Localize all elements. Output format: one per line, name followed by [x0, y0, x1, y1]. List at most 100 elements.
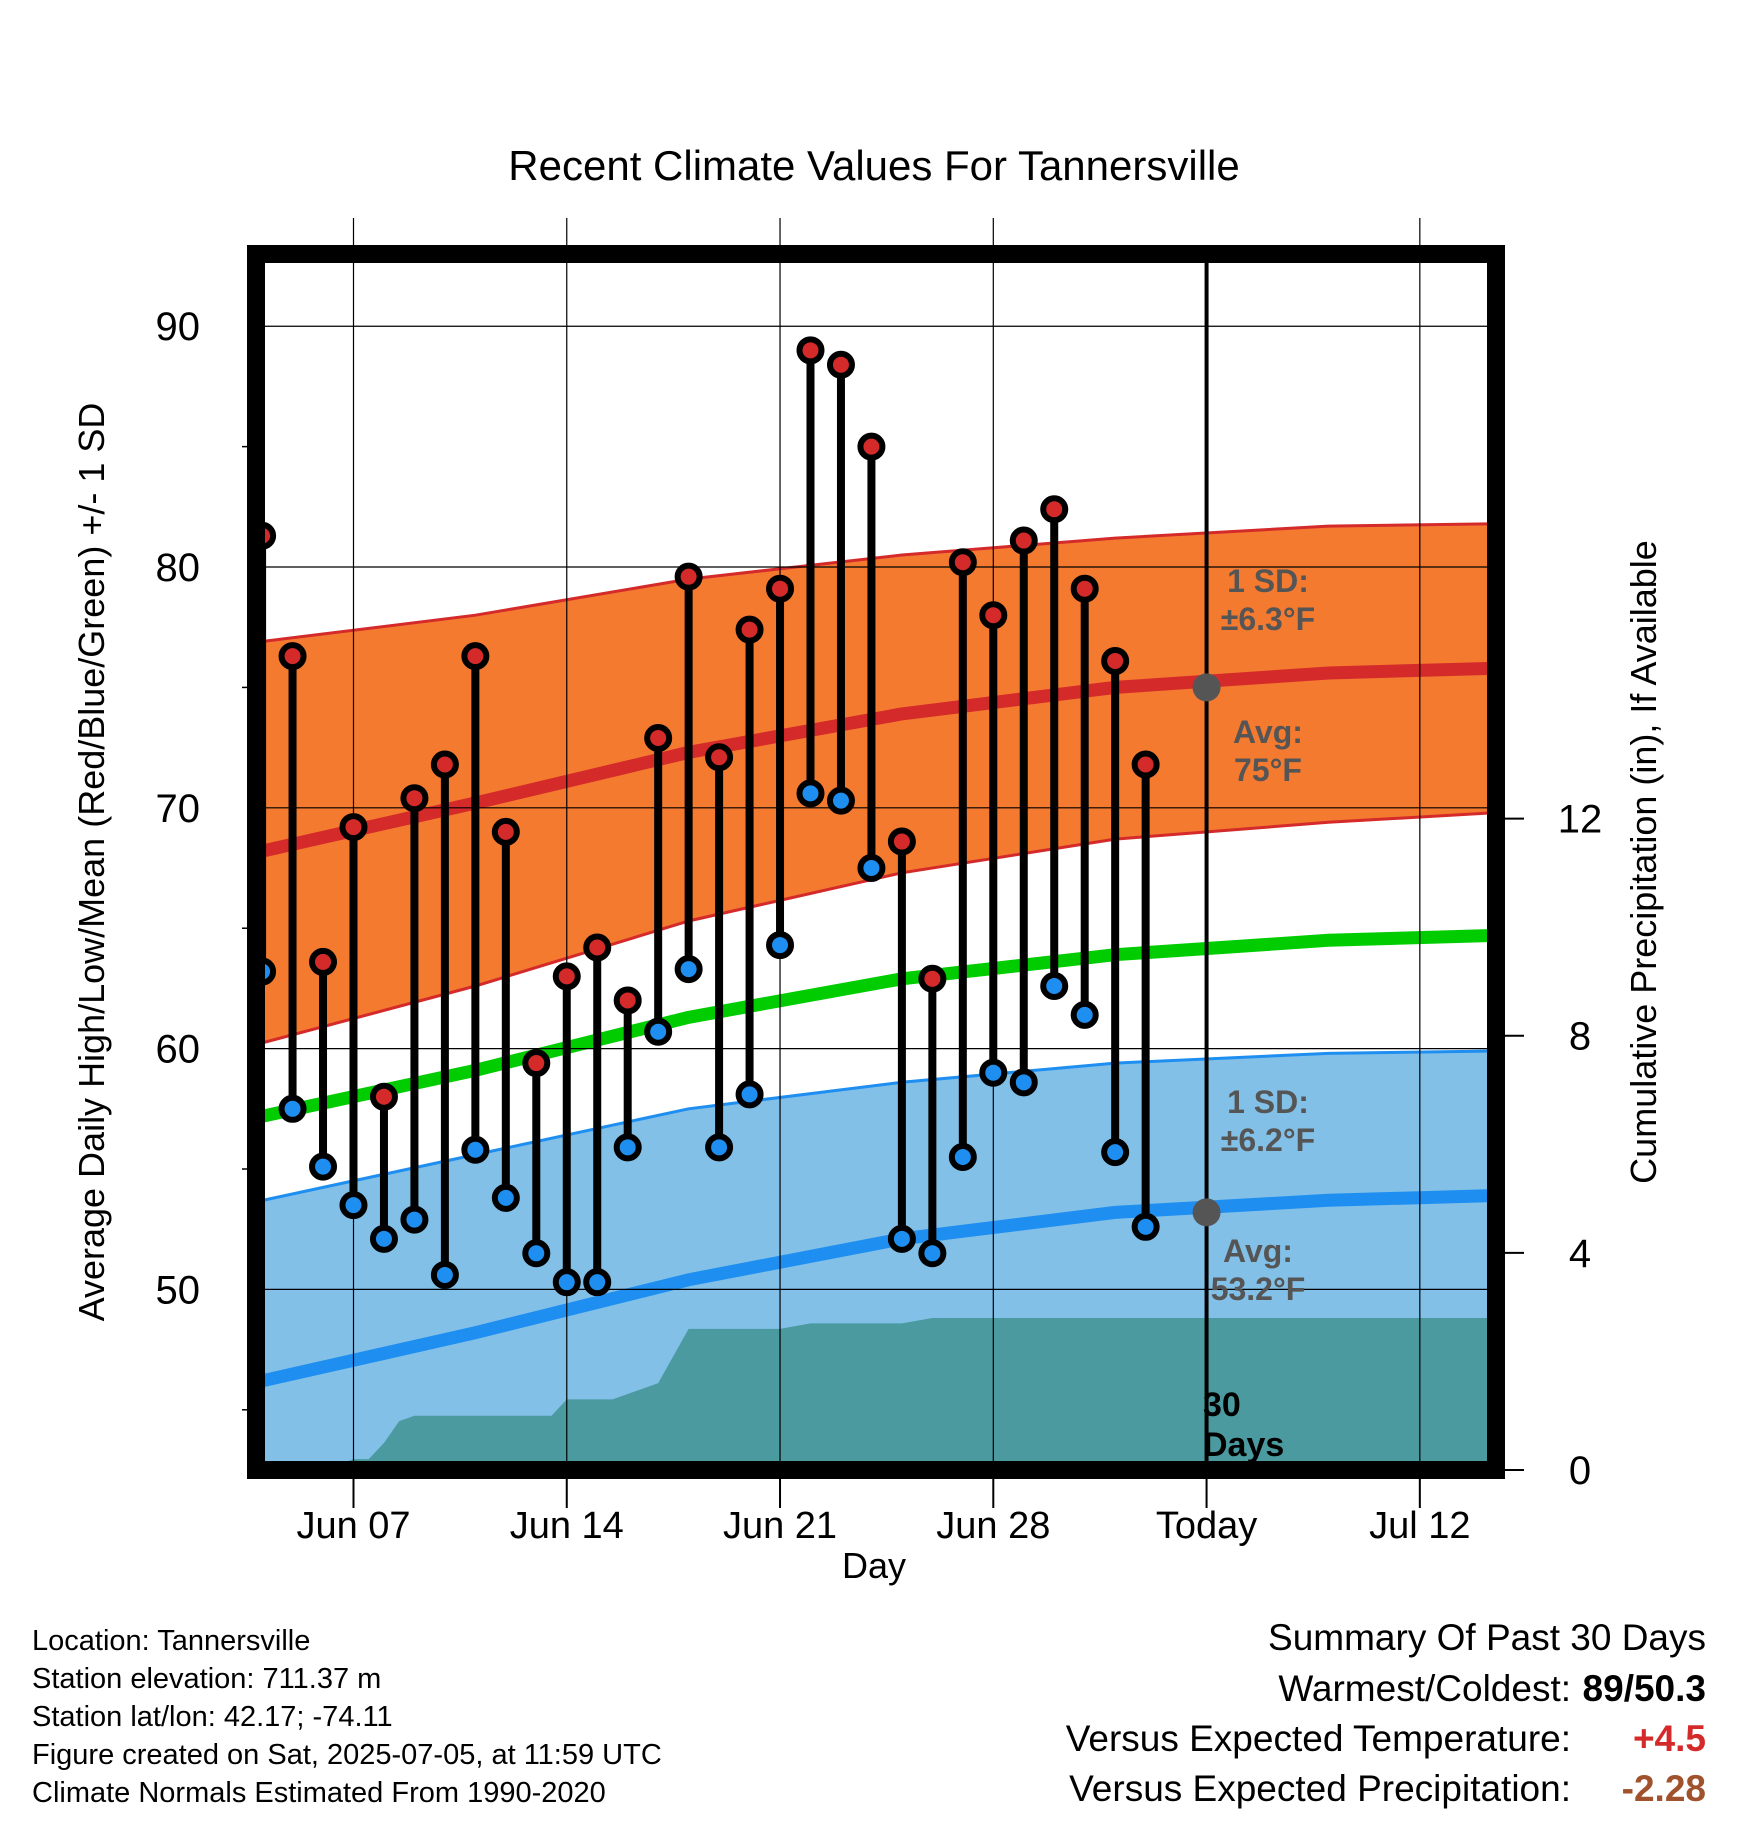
high-point [491, 817, 520, 846]
low-point [613, 1133, 642, 1162]
low-point [1070, 1000, 1099, 1029]
period-label: 30 Days [1203, 1386, 1284, 1464]
high-point [1009, 526, 1038, 555]
y-right-axis-label: Cumulative Precipitation (in), If Availa… [1623, 540, 1664, 1184]
high-point [1131, 750, 1160, 779]
high-sd-label: 1 SD: ±6.3°F [1221, 563, 1315, 637]
high-point [796, 336, 825, 365]
y-axis-label: Average Daily High/Low/Mean (Red/Blue/Gr… [71, 403, 112, 1322]
low-point [826, 786, 855, 815]
precip-anomaly-label: Versus Expected Precipitation: [1069, 1768, 1571, 1809]
x-tick-label: Today [1156, 1505, 1257, 1547]
low-point [1040, 972, 1069, 1001]
y-tick-label: 60 [156, 1028, 201, 1072]
high-point [826, 350, 855, 379]
low-sd-label: 1 SD: ±6.2°F [1221, 1084, 1315, 1158]
y-tick-label: 90 [156, 305, 201, 349]
high-point [339, 813, 368, 842]
location-text: Location: Tannersville [32, 1625, 311, 1657]
summary-panel: Summary Of Past 30 Days Warmest/Coldest:… [946, 1612, 1706, 1814]
low-point [887, 1224, 916, 1253]
low-point [948, 1142, 977, 1171]
low-point [278, 1094, 307, 1123]
precip-anomaly-value: -2.28 [1621, 1768, 1706, 1809]
high-point [400, 784, 429, 813]
summary-precip-row: Versus Expected Precipitation: -2.28 [946, 1764, 1706, 1814]
high-point [278, 642, 307, 671]
high-point [613, 986, 642, 1015]
low-point [766, 931, 795, 960]
high-point [735, 615, 764, 644]
y-right-tick-label: 0 [1569, 1449, 1591, 1493]
low-point [796, 779, 825, 808]
created-text: Figure created on Sat, 2025-07-05, at 11… [32, 1739, 662, 1771]
x-tick-label: Jul 12 [1369, 1505, 1470, 1547]
today-low-normal-dot [1192, 1198, 1221, 1227]
low-point [674, 955, 703, 984]
high-point [1070, 574, 1099, 603]
y-tick-label: 50 [156, 1268, 201, 1312]
high-sd-band [256, 523, 1496, 1045]
latlon-text: Station lat/lon: 42.17; -74.11 [32, 1701, 393, 1733]
plot-frame [247, 245, 1505, 1479]
high-sd-upper-line [256, 522, 1496, 644]
summary-temp-row: Versus Expected Temperature: +4.5 [946, 1714, 1706, 1764]
low-point [309, 1152, 338, 1181]
y-right-tick-label: 8 [1569, 1015, 1591, 1059]
low-point [857, 854, 886, 883]
low-point [644, 1017, 673, 1046]
low-avg-label: Avg: 53.2°F [1211, 1233, 1306, 1307]
high-point [430, 750, 459, 779]
high-point [1101, 646, 1130, 675]
precip-area [277, 1318, 1496, 1470]
chart-title: Recent Climate Values For Tannersville [508, 142, 1239, 189]
low-point [339, 1191, 368, 1220]
low-point [705, 1133, 734, 1162]
station-info: Location: Tannersville Station elevation… [32, 1622, 662, 1812]
warmest-value: 89/50.3 [1582, 1668, 1706, 1709]
x-axis-label: Day [842, 1545, 906, 1586]
low-point [1131, 1212, 1160, 1241]
today-high-normal-dot [1192, 673, 1221, 702]
low-point [522, 1239, 551, 1268]
high-point [309, 947, 338, 976]
low-point [1009, 1068, 1038, 1097]
elevation-text: Station elevation: 711.37 m [32, 1663, 382, 1695]
x-tick-label: Jun 21 [723, 1505, 837, 1547]
high-point [522, 1049, 551, 1078]
high-point [583, 933, 612, 962]
high-point [1040, 495, 1069, 524]
high-point [369, 1082, 398, 1111]
high-point [674, 562, 703, 591]
low-point [735, 1080, 764, 1109]
high-point [766, 574, 795, 603]
y-right-tick-label: 12 [1558, 798, 1603, 842]
summary-heading: Summary Of Past 30 Days [1268, 1617, 1706, 1658]
high-point [948, 548, 977, 577]
low-point [400, 1205, 429, 1234]
low-point [979, 1058, 1008, 1087]
x-tick-label: Jun 28 [936, 1505, 1050, 1547]
high-point [705, 743, 734, 772]
low-point [491, 1183, 520, 1212]
low-point [552, 1268, 581, 1297]
temp-anomaly-label: Versus Expected Temperature: [1065, 1718, 1571, 1759]
high-point [918, 964, 947, 993]
low-point [583, 1268, 612, 1297]
x-tick-label: Jun 07 [296, 1505, 410, 1547]
climate-chart: Recent Climate Values For Tannersville 1… [71, 142, 1664, 1586]
y-right-tick-label: 4 [1569, 1232, 1591, 1276]
high-point [857, 432, 886, 461]
y-tick-label: 70 [156, 787, 201, 831]
warmest-label: Warmest/Coldest: [1278, 1668, 1571, 1709]
x-tick-label: Jun 14 [510, 1505, 624, 1547]
high-point [979, 601, 1008, 630]
high-point [644, 723, 673, 752]
high-point [461, 642, 490, 671]
high-point [552, 962, 581, 991]
low-point [1101, 1138, 1130, 1167]
temp-anomaly-value: +4.5 [1632, 1718, 1706, 1759]
normals-text: Climate Normals Estimated From 1990-2020 [32, 1777, 606, 1809]
low-point [918, 1239, 947, 1268]
low-point [461, 1135, 490, 1164]
